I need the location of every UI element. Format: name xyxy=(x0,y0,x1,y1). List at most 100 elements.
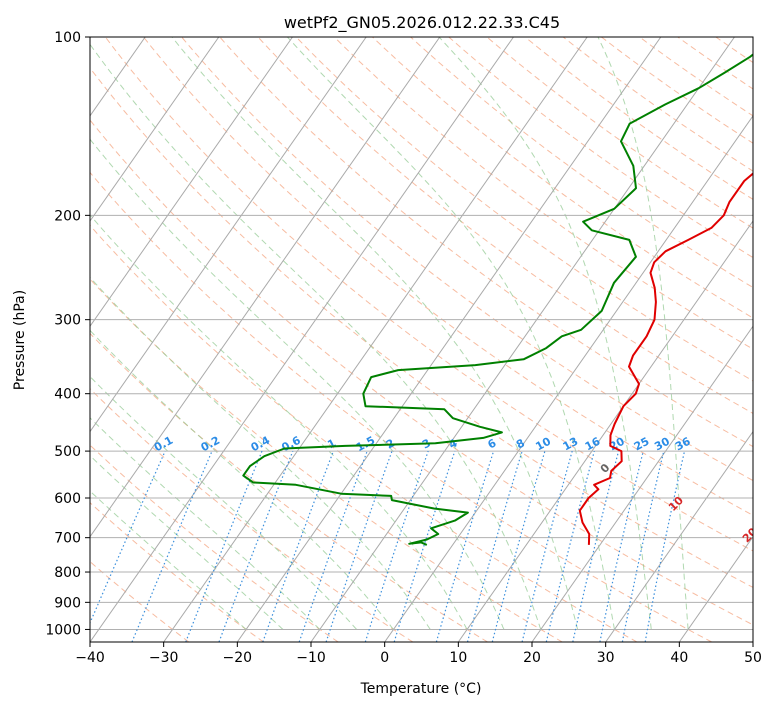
moist-adiabat xyxy=(90,490,247,630)
dry-adiabat xyxy=(90,224,638,642)
isotherm xyxy=(90,37,293,328)
dry-adiabat xyxy=(219,37,753,448)
y-tick-label: 100 xyxy=(54,30,81,46)
isotherm xyxy=(605,430,753,642)
dry-adiabat xyxy=(448,37,753,259)
dry-adiabat xyxy=(90,171,712,642)
mixing-ratio-line xyxy=(90,450,166,625)
isotherm xyxy=(90,37,367,433)
dry-adiabat xyxy=(104,37,753,552)
x-tick-label: −10 xyxy=(296,650,326,666)
mixing-ratio-label: 4 xyxy=(447,436,460,451)
dry-adiabat xyxy=(677,37,753,90)
moist-adiabat-label: 20 xyxy=(740,525,760,545)
x-tick-label: 20 xyxy=(523,650,541,666)
mixing-ratio-line xyxy=(325,450,393,642)
dry-adiabat xyxy=(90,560,190,642)
isotherm xyxy=(90,37,514,642)
dry-adiabat xyxy=(143,37,753,516)
isotherm xyxy=(384,114,753,642)
moist-adiabat xyxy=(90,375,357,630)
y-tick-label: 700 xyxy=(54,531,81,547)
plot-frame xyxy=(89,36,754,643)
dewpoint-profile xyxy=(242,53,753,546)
moist-adiabat xyxy=(90,43,542,630)
dry-adiabat xyxy=(90,501,264,642)
mixing-ratio-line xyxy=(131,450,213,642)
dry-adiabat xyxy=(90,388,414,642)
y-tick-label: 400 xyxy=(54,387,81,403)
moist-adiabat xyxy=(90,276,431,630)
mixing-ratio-line xyxy=(466,450,523,642)
isotherm xyxy=(236,37,662,642)
moist-adiabat xyxy=(287,37,615,630)
mixing-ratio-label: 25 xyxy=(632,435,652,454)
mixing-ratio-line xyxy=(393,450,456,642)
moist-adiabat xyxy=(90,138,505,630)
mixing-ratio-line xyxy=(621,450,665,642)
dry-adiabat xyxy=(562,37,753,172)
background-lines xyxy=(0,37,775,642)
mixing-ratio-label: 10 xyxy=(533,435,553,454)
isotherm xyxy=(457,220,753,642)
y-axis-label: Pressure (hPa) xyxy=(12,290,28,390)
mixing-ratio-label: 1 xyxy=(325,436,338,451)
mixing-ratio-line xyxy=(572,450,620,642)
mixing-ratio-line xyxy=(644,450,686,642)
dry-adiabat xyxy=(257,37,753,414)
x-tick-label: 30 xyxy=(597,650,615,666)
y-tick-label: 300 xyxy=(54,313,81,329)
x-tick-label: −30 xyxy=(149,650,179,666)
y-tick-label: 200 xyxy=(54,208,81,224)
x-tick-label: 40 xyxy=(670,650,688,666)
dry-adiabat xyxy=(90,278,563,642)
moist-adiabat-label: 10 xyxy=(666,494,686,514)
dry-adiabat-label: -10 xyxy=(60,415,83,439)
mixing-ratio-label: 16 xyxy=(583,435,603,454)
x-axis-ticks: −40 −30 −20 −10 0 10 20 30 40 50 xyxy=(75,642,762,666)
moist-adiabat xyxy=(597,37,689,630)
isotherm xyxy=(678,535,753,642)
mixing-ratio-label: 20 xyxy=(607,435,627,454)
chart-title: wetPf2_GN05.2026.012.22.33.C45 xyxy=(284,13,560,33)
mixing-ratio-line xyxy=(599,450,644,642)
dry-adiabat xyxy=(486,37,753,229)
dry-adiabat xyxy=(601,37,753,144)
isotherm xyxy=(163,37,588,642)
x-tick-label: 50 xyxy=(744,650,762,666)
mixing-ratio-label: 6 xyxy=(486,436,499,451)
isotherm xyxy=(90,37,441,538)
moist-adiabat xyxy=(171,37,579,630)
dry-adiabat xyxy=(90,332,488,642)
mixing-ratio-line xyxy=(262,450,334,642)
y-tick-label: 500 xyxy=(54,444,81,460)
dry-adiabat xyxy=(639,37,753,117)
x-tick-label: −20 xyxy=(223,650,253,666)
y-tick-label: 900 xyxy=(54,595,81,611)
mixing-ratio-label: 13 xyxy=(561,435,581,454)
mixing-ratio-line xyxy=(364,450,429,642)
y-tick-label: 800 xyxy=(54,565,81,581)
dry-adiabat xyxy=(181,37,753,482)
isotherm xyxy=(90,37,220,222)
mixing-ratio-line xyxy=(435,450,495,642)
y-tick-label: 600 xyxy=(54,491,81,507)
sounding-profiles xyxy=(242,53,753,546)
isotherm xyxy=(310,37,735,642)
mixing-ratio-labels: 0.1 0.2 0.4 0.6 1 1.5 2 3 4 6 8 10 13 16 20 25 30 36 xyxy=(152,434,693,455)
isotherm xyxy=(531,325,753,642)
x-axis-label: Temperature (°C) xyxy=(360,681,482,697)
isotherm xyxy=(752,641,753,642)
temperature-profile xyxy=(578,172,753,545)
moist-adiabat xyxy=(90,454,284,630)
x-tick-label: 10 xyxy=(449,650,467,666)
dry-adiabat xyxy=(754,37,775,642)
dry-adiabat xyxy=(524,37,753,200)
moist-adiabat xyxy=(438,37,652,630)
dry-adiabat xyxy=(410,37,753,289)
moist-adiabat xyxy=(90,417,321,630)
mixing-ratio-label: 36 xyxy=(673,435,693,454)
isotherm xyxy=(0,37,72,642)
dry-adiabat xyxy=(372,37,753,319)
